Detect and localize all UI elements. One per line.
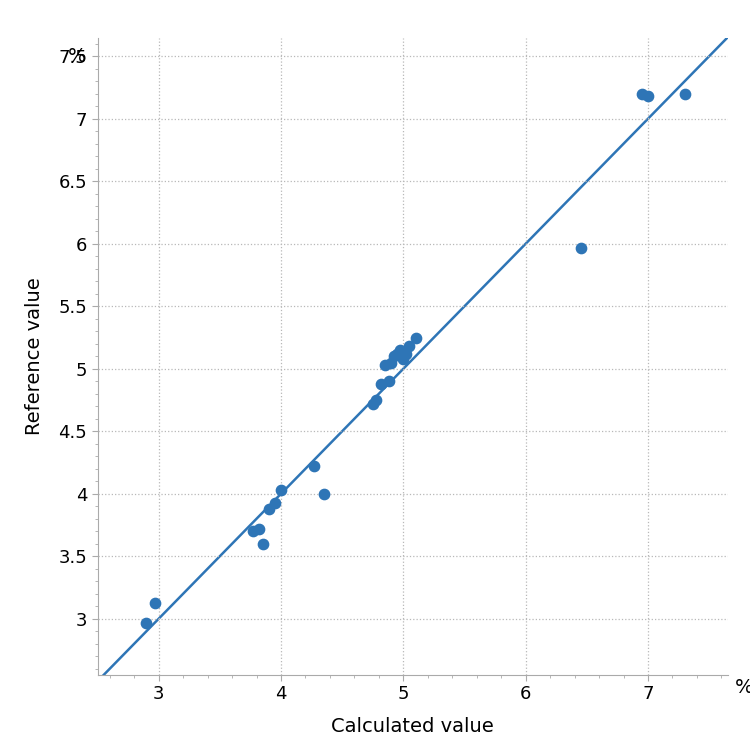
Y-axis label: Reference value: Reference value — [26, 278, 44, 435]
Point — [318, 488, 330, 500]
Point — [398, 352, 410, 364]
Point — [275, 484, 287, 496]
Point — [392, 348, 404, 360]
Point — [149, 596, 161, 608]
Point — [382, 375, 394, 387]
X-axis label: Calculated value: Calculated value — [332, 717, 494, 736]
Point — [247, 525, 259, 537]
Point — [269, 496, 281, 508]
Point — [410, 332, 422, 344]
Point — [308, 460, 320, 472]
Point — [574, 242, 586, 254]
Point — [404, 340, 416, 352]
Point — [256, 538, 268, 550]
Point — [642, 90, 654, 102]
Point — [375, 378, 387, 390]
Point — [385, 356, 397, 368]
Point — [388, 350, 400, 362]
Point — [367, 398, 379, 410]
Point — [370, 394, 382, 406]
Point — [679, 88, 691, 100]
Point — [379, 359, 391, 371]
Point — [140, 616, 152, 628]
Point — [636, 88, 648, 100]
Text: %: % — [68, 46, 86, 66]
Point — [400, 348, 412, 360]
Point — [262, 503, 274, 515]
Text: %: % — [734, 678, 750, 697]
Point — [253, 523, 265, 535]
Point — [394, 344, 406, 356]
